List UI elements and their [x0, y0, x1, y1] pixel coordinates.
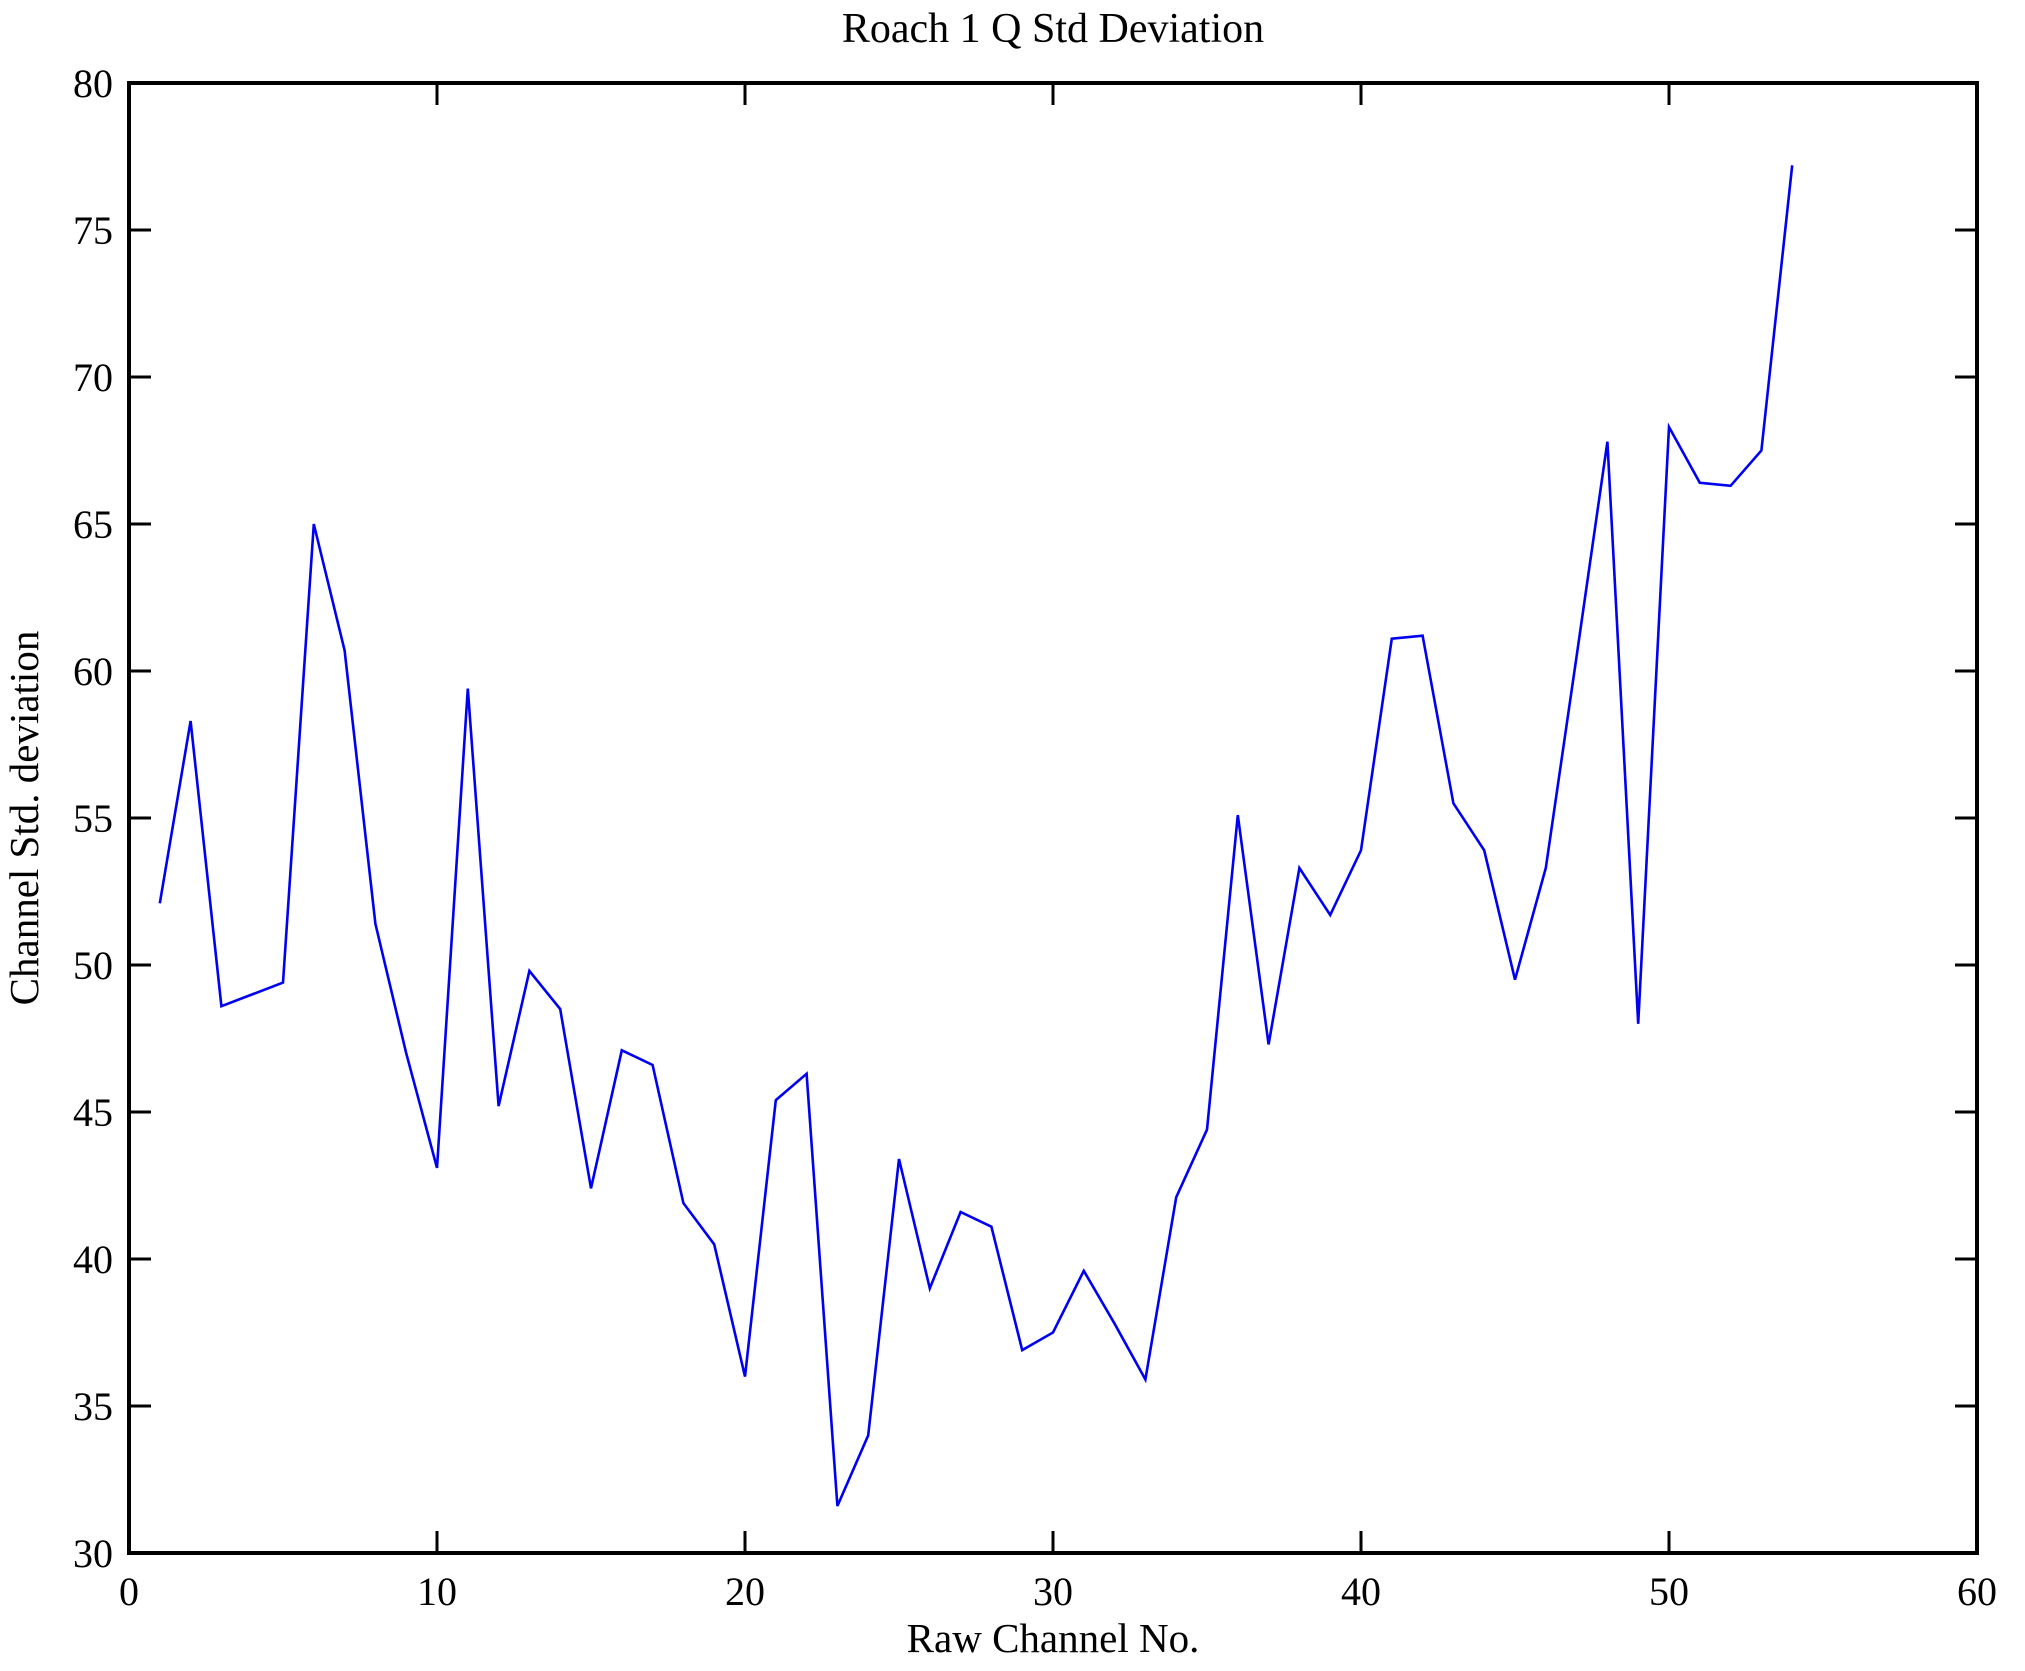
x-axis-label: Raw Channel No. — [907, 1615, 1200, 1661]
y-tick-label: 55 — [73, 796, 113, 841]
y-tick-label: 30 — [73, 1531, 113, 1576]
x-tick-label: 60 — [1957, 1569, 1997, 1614]
y-tick-label: 75 — [73, 208, 113, 253]
y-tick-label: 50 — [73, 943, 113, 988]
y-tick-label: 40 — [73, 1237, 113, 1282]
y-tick-label: 45 — [73, 1090, 113, 1135]
x-tick-label: 0 — [119, 1569, 139, 1614]
x-tick-label: 50 — [1649, 1569, 1689, 1614]
plot-border — [127, 81, 1979, 1555]
y-tick-label: 65 — [73, 502, 113, 547]
y-tick-label: 70 — [73, 355, 113, 400]
data-line-series — [158, 165, 1794, 1507]
y-tick-label: 60 — [73, 649, 113, 694]
y-tick-label: 80 — [73, 61, 113, 106]
y-tick-label: 35 — [73, 1384, 113, 1429]
x-tick-label: 10 — [417, 1569, 457, 1614]
x-tick-label: 20 — [725, 1569, 765, 1614]
data-series — [158, 165, 1794, 1507]
y-axis-label: Channel Std. deviation — [1, 631, 47, 1006]
x-tick-label: 30 — [1033, 1569, 1073, 1614]
axis-tick-labels: 0 10 20 30 40 50 60 30 35 40 45 50 55 60 65 70 75 80 — [73, 61, 1997, 1614]
x-tick-label: 40 — [1341, 1569, 1381, 1614]
chart-title: Roach 1 Q Std Deviation — [842, 6, 1264, 52]
